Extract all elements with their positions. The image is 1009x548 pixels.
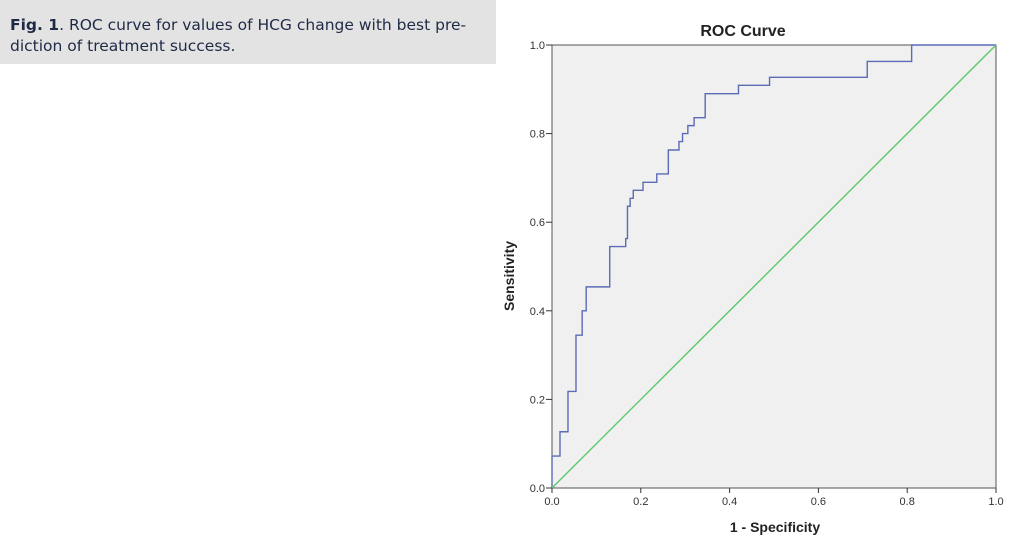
caption-text-line-2: diction of treatment success. bbox=[10, 37, 236, 55]
y-axis-label: Sensitivity bbox=[501, 241, 517, 311]
roc-chart-svg: ROC Curve Sensitivity 1 - Specificity 0.… bbox=[501, 23, 1004, 535]
roc-chart: ROC Curve Sensitivity 1 - Specificity 0.… bbox=[495, 12, 1005, 547]
y-tick-label: 0.6 bbox=[530, 217, 545, 229]
x-tick-label: 1.0 bbox=[988, 496, 1003, 508]
x-tick-label: 0.2 bbox=[633, 496, 648, 508]
figure-label: Fig. 1 bbox=[10, 16, 60, 34]
reference-diagonal-line bbox=[551, 44, 997, 489]
figure-caption: Fig. 1. ROC curve for values of HCG chan… bbox=[0, 0, 496, 64]
y-tick-label: 0.8 bbox=[530, 129, 545, 141]
x-tick-label: 0.4 bbox=[722, 496, 737, 508]
y-tick-label: 0.2 bbox=[530, 394, 545, 406]
roc-curve-line bbox=[551, 44, 996, 488]
y-tick-label: 1.0 bbox=[530, 40, 545, 52]
plot-area: 0.0 0.2 0.4 0.6 0.8 1.0 0.0 0.2 0.4 0.6 0.8 1.0 bbox=[530, 40, 1004, 508]
caption-line-1: Fig. 1. ROC curve for values of HCG chan… bbox=[10, 16, 467, 34]
x-tick-label: 0.8 bbox=[900, 496, 915, 508]
y-tick-label: 0.4 bbox=[530, 306, 545, 318]
y-tick-label: 0.0 bbox=[530, 483, 545, 495]
chart-title: ROC Curve bbox=[700, 23, 785, 40]
x-axis-label: 1 - Specificity bbox=[730, 519, 820, 535]
x-tick-label: 0.0 bbox=[544, 496, 559, 508]
caption-text-line-1: ROC curve for values of HCG change with … bbox=[68, 16, 467, 34]
x-tick-label: 0.6 bbox=[811, 496, 826, 508]
